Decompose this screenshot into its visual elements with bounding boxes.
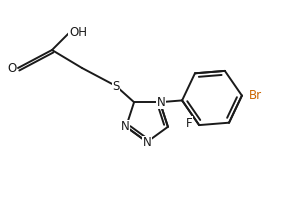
Text: O: O	[7, 62, 17, 74]
Text: OH: OH	[69, 26, 87, 38]
Text: F: F	[186, 117, 192, 130]
Text: Br: Br	[249, 89, 262, 102]
Text: N: N	[157, 96, 165, 109]
Text: N: N	[121, 120, 129, 133]
Text: S: S	[112, 80, 120, 92]
Text: N: N	[143, 136, 151, 149]
